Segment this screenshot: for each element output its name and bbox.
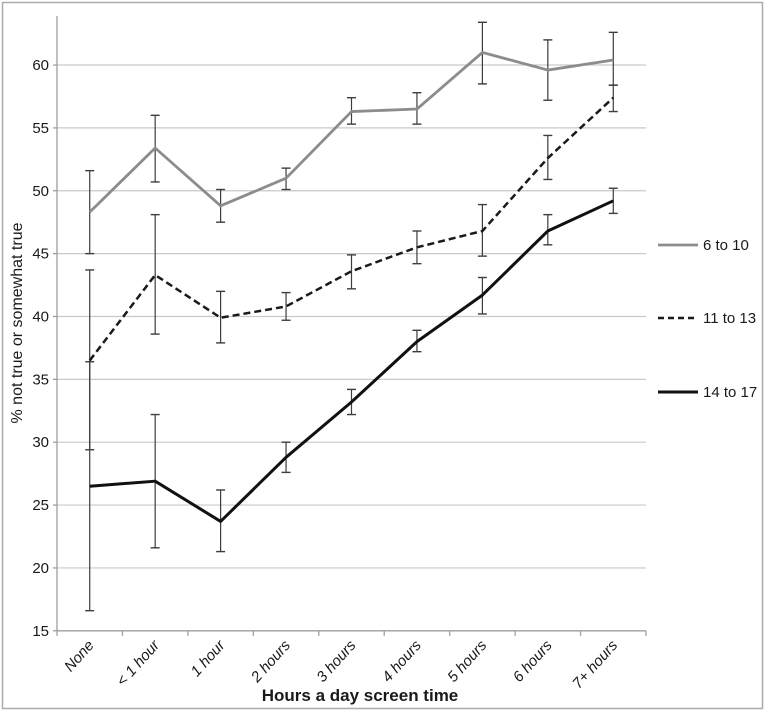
y-tick-label: 25 [32, 497, 49, 514]
y-tick-label: 50 [32, 183, 49, 200]
x-tick-label: 5 hours [444, 637, 490, 686]
x-tick-label: None [61, 637, 98, 675]
y-tick-label: 30 [32, 434, 49, 451]
legend-label: 6 to 10 [703, 237, 749, 254]
series-line-6-to-10 [88, 51, 614, 214]
y-tick-label: 35 [32, 371, 49, 388]
y-tick-label: 20 [32, 560, 49, 577]
plot-area: 15 20 25 30 35 40 45 50 55 60 None < 1 hour 1 hour 2 … [32, 16, 647, 692]
y-tick-label: 45 [32, 246, 49, 263]
x-tick-label: 7+ hours [569, 637, 621, 692]
x-tick-label: 3 hours [313, 637, 359, 686]
series-line-14-to-17 [89, 199, 614, 523]
legend-label: 14 to 17 [703, 384, 757, 401]
y-axis-title: % not true or somewhat true [9, 222, 26, 423]
legend-item: 6 to 10 [658, 237, 749, 254]
x-tick-label: 4 hours [379, 637, 425, 686]
legend-label: 11 to 13 [703, 310, 756, 327]
y-tick-label: 40 [32, 308, 49, 325]
y-tick-label: 55 [32, 120, 49, 137]
series-line-11-to-13 [88, 96, 615, 362]
x-tick-label: < 1 hour [113, 636, 163, 689]
y-tick-label: 15 [32, 623, 49, 640]
y-tick-label: 60 [32, 57, 49, 74]
legend-item: 14 to 17 [658, 384, 757, 401]
legend-item: 11 to 13 [658, 310, 756, 327]
x-axis-title: Hours a day screen time [262, 686, 459, 705]
x-tick-label: 6 hours [510, 637, 556, 686]
x-tick-label: 1 hour [187, 636, 229, 680]
legend: 6 to 10 11 to 13 14 to 17 [658, 237, 757, 401]
x-tick-label: 2 hours [247, 637, 294, 687]
